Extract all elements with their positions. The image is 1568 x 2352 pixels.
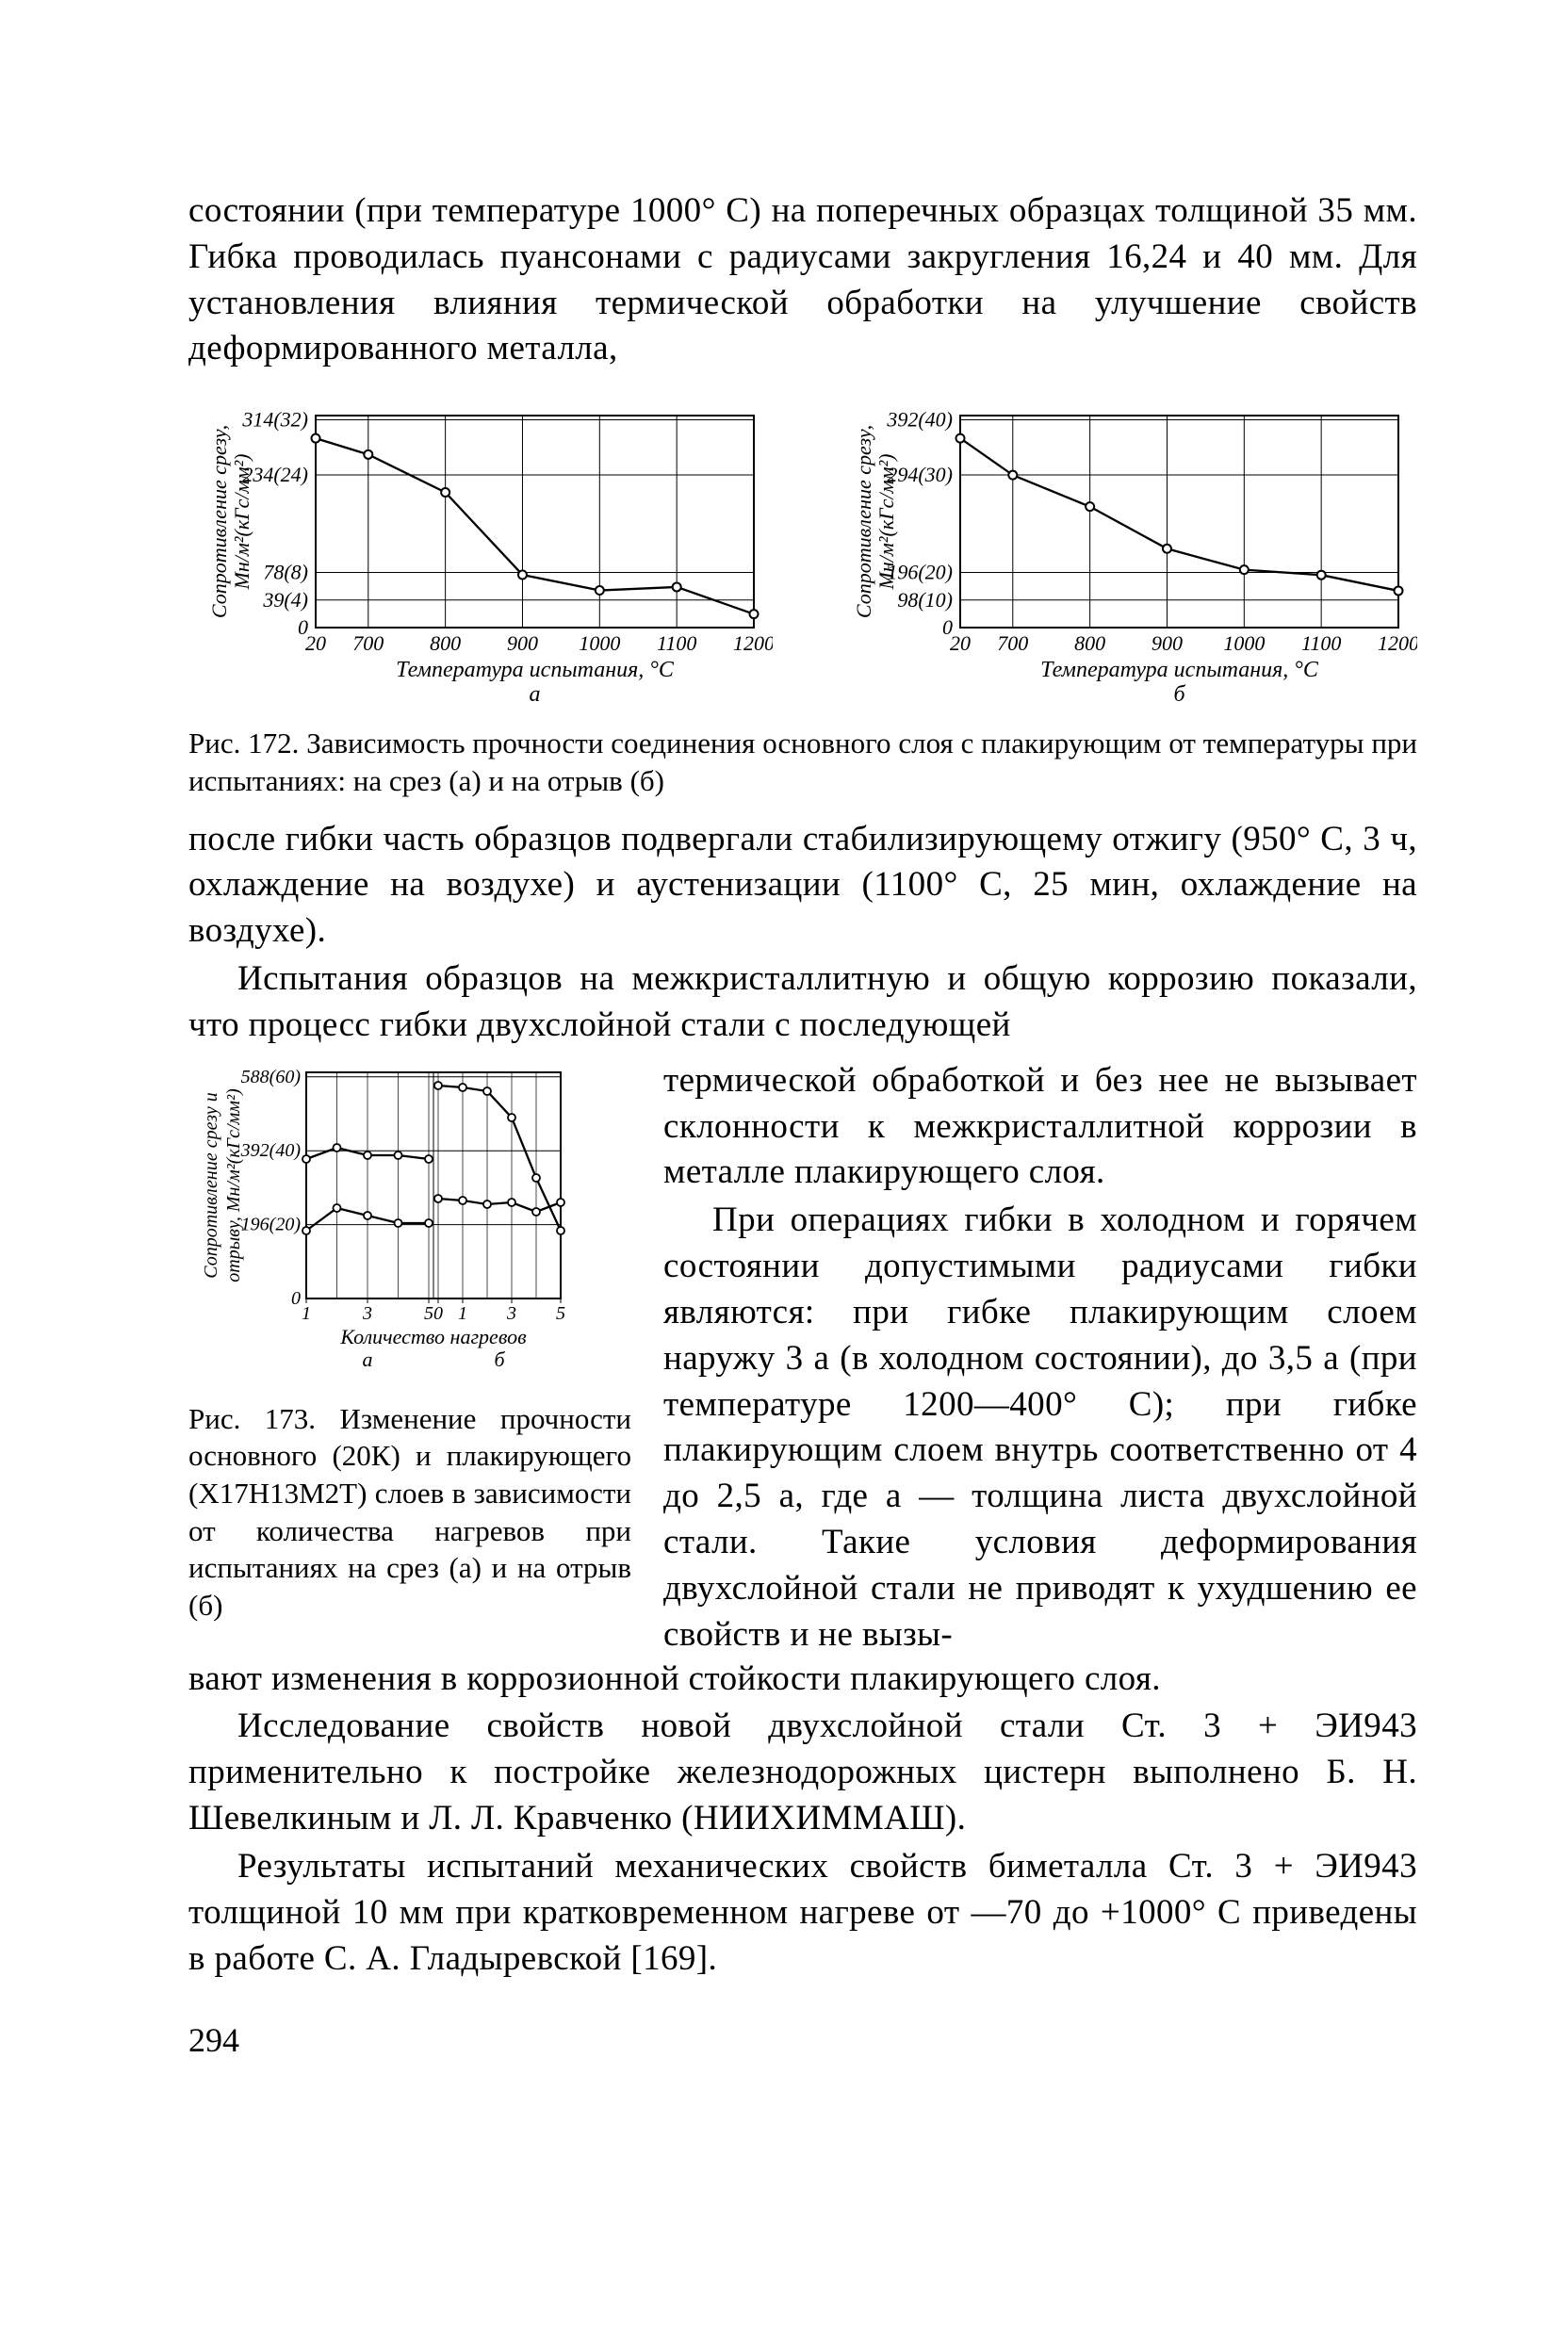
svg-text:800: 800 <box>1074 631 1105 655</box>
fig172-row: 20700800900100011001200039(4)78(8)234(24… <box>188 397 1417 708</box>
svg-text:800: 800 <box>430 631 461 655</box>
para1-text: состоянии (при температуре 1000° С) на п… <box>188 188 1417 372</box>
fig173-left: 0196(20)392(40)588(60)1350135Количество … <box>188 1058 631 1642</box>
svg-text:5: 5 <box>424 1303 433 1324</box>
fig173-caption: Рис. 173. Изменение прочности основного … <box>188 1400 631 1625</box>
para4-6: вают изменения в коррозионной стойкости … <box>188 1657 1417 1983</box>
svg-text:1100: 1100 <box>657 631 696 655</box>
svg-text:392(40): 392(40) <box>886 408 953 432</box>
svg-text:78(8): 78(8) <box>263 561 308 584</box>
svg-text:700: 700 <box>997 631 1028 655</box>
svg-text:Количество нагревов: Количество нагревов <box>339 1325 527 1348</box>
svg-text:1200: 1200 <box>1378 631 1417 655</box>
para3-text: Испытания образцов на межкристаллитную и… <box>188 956 1417 1049</box>
fig173-caption-text: Рис. 173. Изменение прочности основного … <box>188 1402 631 1622</box>
svg-text:Температура испытания, °С: Температура испытания, °С <box>396 658 675 682</box>
right-column: термической обработкой и без нее не вызы… <box>663 1058 1417 1660</box>
fig172-caption: Рис. 172. Зависимость прочности соединен… <box>188 725 1417 799</box>
svg-text:0: 0 <box>291 1288 301 1309</box>
svg-text:5: 5 <box>556 1303 565 1324</box>
fig172-caption-text: Рис. 172. Зависимость прочности соединен… <box>188 727 1417 797</box>
fig173-chart: 0196(20)392(40)588(60)1350135Количество … <box>188 1058 612 1388</box>
svg-text:0: 0 <box>433 1303 443 1324</box>
fig172-right-chart: 20700800900100011001200098(10)196(20)294… <box>833 397 1417 708</box>
svg-text:3: 3 <box>362 1303 372 1324</box>
svg-text:1100: 1100 <box>1301 631 1341 655</box>
svg-text:588(60): 588(60) <box>241 1067 302 1087</box>
svg-text:Мн/м²(кГс/мм²): Мн/м²(кГс/мм²) <box>230 454 253 591</box>
svg-text:700: 700 <box>352 631 384 655</box>
rightcol-p2: При операциях гибки в холодном и горячем… <box>663 1198 1417 1658</box>
svg-text:392(40): 392(40) <box>240 1140 302 1161</box>
svg-text:900: 900 <box>507 631 538 655</box>
svg-text:20: 20 <box>950 631 971 655</box>
svg-text:а: а <box>363 1348 373 1371</box>
para1: состоянии (при температуре 1000° С) на п… <box>188 188 1417 372</box>
svg-text:б: б <box>1173 682 1185 707</box>
svg-text:196(20): 196(20) <box>241 1214 302 1234</box>
svg-text:314(32): 314(32) <box>241 408 308 432</box>
svg-text:0: 0 <box>298 615 308 639</box>
para2-3: после гибки часть образцов подвергали ст… <box>188 817 1417 1049</box>
rightcol-p1: термической обработкой и без нее не вызы… <box>663 1058 1417 1196</box>
svg-text:1: 1 <box>458 1303 467 1324</box>
svg-text:98(10): 98(10) <box>897 588 953 612</box>
svg-text:3: 3 <box>506 1303 516 1324</box>
svg-text:900: 900 <box>1152 631 1183 655</box>
svg-text:1000: 1000 <box>1223 631 1265 655</box>
para6-text: Результаты испытаний механических свойст… <box>188 1844 1417 1982</box>
svg-text:б: б <box>494 1348 505 1371</box>
svg-text:1: 1 <box>302 1303 311 1324</box>
svg-text:39(4): 39(4) <box>262 588 308 612</box>
svg-text:Сопротивление срезу и: Сопротивление срезу и <box>201 1092 221 1279</box>
fig172-left-chart: 20700800900100011001200039(4)78(8)234(24… <box>188 397 773 708</box>
page-number: 294 <box>188 2020 239 2060</box>
svg-text:а: а <box>530 682 541 707</box>
svg-text:1000: 1000 <box>579 631 620 655</box>
svg-text:Сопротивление срезу,: Сопротивление срезу, <box>852 425 875 618</box>
svg-text:0: 0 <box>942 615 953 639</box>
svg-text:отрыву, Мн/м²(кГс/мм²): отрыву, Мн/м²(кГс/мм²) <box>223 1088 244 1282</box>
para2-text: после гибки часть образцов подвергали ст… <box>188 817 1417 955</box>
fig173-block: 0196(20)392(40)588(60)1350135Количество … <box>188 1058 1417 1660</box>
svg-text:1200: 1200 <box>733 631 773 655</box>
para4-text: вают изменения в коррозионной стойкости … <box>188 1657 1417 1703</box>
svg-text:Сопротивление срезу,: Сопротивление срезу, <box>207 425 231 618</box>
svg-text:Температура испытания, °С: Температура испытания, °С <box>1040 658 1319 682</box>
para5-text: Исследование свойств новой двухслойной с… <box>188 1704 1417 1841</box>
svg-text:Мн/м²(кГс/мм²): Мн/м²(кГс/мм²) <box>874 454 898 591</box>
svg-text:20: 20 <box>305 631 326 655</box>
